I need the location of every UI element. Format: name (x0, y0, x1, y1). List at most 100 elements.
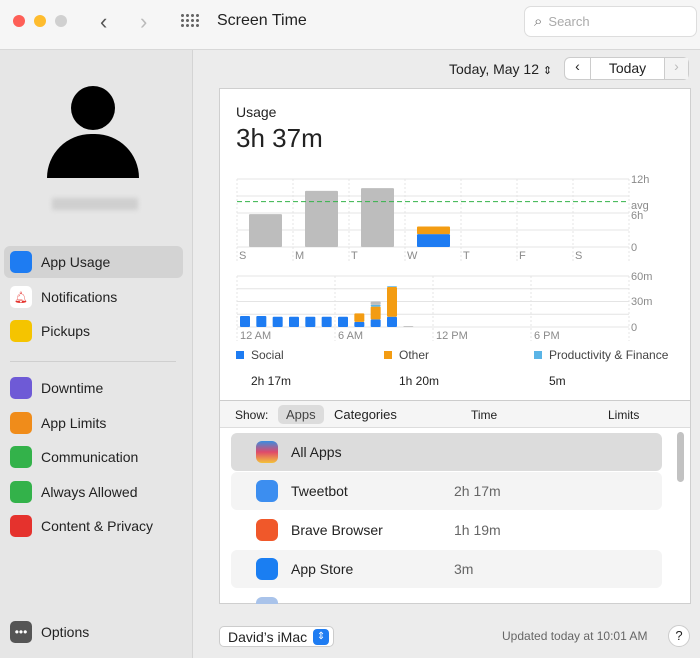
x-tick: 6 PM (534, 330, 560, 342)
avg-label: avg (631, 200, 649, 212)
app-time: 3m (454, 561, 474, 577)
grid-icon[interactable] (180, 13, 200, 29)
hour-bar-7 (354, 321, 365, 327)
options-label: Options (41, 624, 90, 640)
hour-bar-9 (387, 316, 397, 327)
checkmark-shield-icon (10, 481, 32, 503)
downtime-icon (10, 377, 32, 399)
pickup-icon (10, 320, 32, 342)
sidebar-item-label: Always Allowed (41, 484, 138, 500)
chevron-updown-icon: ⇕ (542, 65, 553, 77)
day-label: M (295, 250, 304, 262)
sidebar-item-app-usage[interactable]: App Usage (4, 246, 183, 278)
date-label: Today, May 12 (449, 61, 540, 77)
app-row[interactable]: Tweetbot 2h 17m (231, 472, 662, 510)
brave-icon (256, 519, 278, 541)
app-time: 2h 17m (454, 483, 501, 499)
hour-bar-5 (321, 316, 332, 327)
bar-social-W (417, 234, 450, 247)
hour-bar-8 (370, 319, 381, 327)
legend-swatch (384, 351, 392, 359)
updated-status: Updated today at 10:01 AM (502, 629, 648, 643)
today-button[interactable]: Today (608, 60, 647, 76)
tab-categories[interactable]: Categories (334, 407, 397, 422)
y-tick: 30m (631, 296, 652, 308)
y-tick: 0 (631, 322, 637, 334)
y-tick: 6h (631, 210, 643, 222)
options-button[interactable]: ••• Options (4, 616, 183, 648)
scrollbar[interactable] (677, 432, 684, 482)
no-entry-icon (10, 515, 32, 537)
legend-name: Social (251, 348, 284, 362)
hour-bar-10 (403, 326, 414, 327)
next-day-button[interactable]: › (664, 58, 688, 79)
date-picker[interactable]: Today, May 12 ⇕ (449, 61, 552, 77)
sidebar-item-downtime[interactable]: Downtime (4, 372, 183, 404)
x-tick: 12 PM (436, 330, 468, 342)
app-name: App Store (291, 561, 354, 577)
bar-previous-T (361, 188, 394, 247)
search-field[interactable]: ⌕ Search (524, 6, 697, 37)
legend-item: Productivity & Finance 5m (534, 348, 668, 388)
app-list: All Apps Tweetbot 2h 17m Brave Browser 1h 19… (220, 429, 675, 604)
legend-item: Social 2h 17m (236, 348, 291, 388)
legend-value: 2h 17m (251, 374, 292, 388)
device-label: David’s iMac (228, 628, 308, 645)
app-time: 1h 19m (454, 522, 501, 538)
hour-bar-9 (387, 287, 397, 317)
person-icon (10, 446, 32, 468)
bar-previous-S (249, 214, 282, 247)
sidebar-item-app-limits[interactable]: App Limits (4, 407, 183, 439)
window-title: Screen Time (217, 12, 307, 29)
hour-bar-9 (387, 286, 397, 288)
app-name: Tweetbot (291, 483, 348, 499)
tab-apps[interactable]: Apps (278, 405, 324, 424)
hour-bar-4 (305, 316, 316, 327)
column-time[interactable]: Time (471, 408, 498, 422)
sidebar-item-communication[interactable]: Communication (4, 441, 183, 473)
hour-bar-8 (370, 306, 381, 320)
usage-label: Usage (236, 104, 277, 120)
usage-charts: S M T W T F S 12h 6h 0 avg 12 AM 6 AM 12 PM 6 PM 60m 30m… (236, 174, 652, 342)
ellipsis-icon: ••• (10, 621, 32, 643)
app-row[interactable]: App Store 3m (231, 550, 662, 588)
hour-bar-7 (354, 313, 365, 322)
sidebar-item-notifications[interactable]: 🔔︎ Notifications (4, 281, 183, 313)
previous-day-button[interactable]: ‹ (565, 58, 591, 79)
minimize-button[interactable] (34, 15, 46, 27)
y-tick: 0 (631, 242, 637, 254)
sidebar-item-label: Downtime (41, 380, 104, 396)
user-name-blurred (52, 198, 138, 210)
forward-icon[interactable]: › (140, 9, 148, 34)
app-row-partial[interactable] (231, 589, 662, 604)
close-button[interactable] (13, 15, 25, 27)
app-row[interactable]: All Apps (231, 433, 662, 471)
day-label: T (463, 250, 470, 262)
app-store-icon (256, 558, 278, 580)
sidebar-item-label: App Limits (41, 415, 107, 431)
zoom-button[interactable] (55, 15, 67, 27)
sidebar-item-pickups[interactable]: Pickups (4, 315, 183, 347)
help-button[interactable]: ? (668, 625, 690, 647)
sidebar-item-label: App Usage (41, 254, 111, 270)
legend-item: Other 1h 20m (384, 348, 439, 388)
back-icon[interactable]: ‹ (100, 9, 108, 34)
sidebar-item-label: Pickups (41, 323, 91, 339)
hour-bar-8 (370, 304, 381, 307)
app-name: Brave Browser (291, 522, 383, 538)
sidebar-item-always-allowed[interactable]: Always Allowed (4, 476, 183, 508)
day-label: S (239, 250, 246, 262)
show-label: Show: (235, 408, 269, 422)
sidebar-item-content-privacy[interactable]: Content & Privacy (4, 510, 183, 542)
avatar (47, 86, 139, 178)
sidebar-divider (10, 361, 176, 362)
device-select[interactable]: David’s iMac ⇕ (219, 626, 335, 647)
sidebar-item-label: Notifications (41, 289, 118, 305)
app-row[interactable]: Brave Browser 1h 19m (231, 511, 662, 549)
hour-bar-6 (338, 316, 348, 327)
sidebar: ••• Options App Usage 🔔︎ Notifications Pick… (0, 50, 193, 658)
x-tick: 12 AM (240, 330, 271, 342)
legend-value: 5m (549, 374, 566, 388)
column-limits[interactable]: Limits (608, 408, 640, 422)
day-label: T (351, 250, 358, 262)
